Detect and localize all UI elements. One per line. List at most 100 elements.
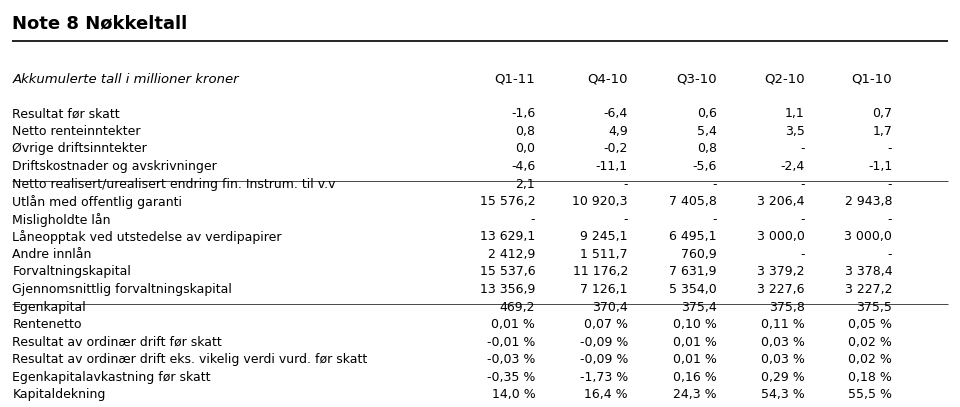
Text: 4,9: 4,9 (609, 125, 628, 138)
Text: Driftskostnader og avskrivninger: Driftskostnader og avskrivninger (12, 160, 217, 173)
Text: -2,4: -2,4 (780, 160, 804, 173)
Text: -1,6: -1,6 (511, 107, 536, 120)
Text: 54,3 %: 54,3 % (760, 388, 804, 401)
Text: 0,05 %: 0,05 % (849, 318, 893, 331)
Text: -0,03 %: -0,03 % (487, 353, 536, 366)
Text: Resultat før skatt: Resultat før skatt (12, 107, 120, 120)
Text: -: - (800, 213, 804, 226)
Text: 7 126,1: 7 126,1 (581, 283, 628, 296)
Text: 469,2: 469,2 (500, 300, 536, 313)
Text: Resultat av ordinær drift før skatt: Resultat av ordinær drift før skatt (12, 336, 222, 349)
Text: 760,9: 760,9 (681, 248, 717, 261)
Text: 0,03 %: 0,03 % (760, 336, 804, 349)
Text: Q3-10: Q3-10 (676, 72, 717, 85)
Text: Forvaltningskapital: Forvaltningskapital (12, 265, 132, 278)
Text: -: - (888, 248, 893, 261)
Text: -: - (800, 142, 804, 155)
Text: -: - (888, 177, 893, 190)
Text: 0,29 %: 0,29 % (760, 371, 804, 384)
Text: 0,01 %: 0,01 % (492, 318, 536, 331)
Text: 3 379,2: 3 379,2 (757, 265, 804, 278)
Text: Q4-10: Q4-10 (588, 72, 628, 85)
Text: 3 206,4: 3 206,4 (757, 195, 804, 208)
Text: Kapitaldekning: Kapitaldekning (12, 388, 106, 401)
Text: 1 511,7: 1 511,7 (580, 248, 628, 261)
Text: 0,01 %: 0,01 % (673, 336, 717, 349)
Text: -: - (623, 213, 628, 226)
Text: 9 245,1: 9 245,1 (581, 230, 628, 243)
Text: -: - (712, 177, 717, 190)
Text: 7 405,8: 7 405,8 (669, 195, 717, 208)
Text: 1,7: 1,7 (873, 125, 893, 138)
Text: 2,1: 2,1 (516, 177, 536, 190)
Text: 6 495,1: 6 495,1 (669, 230, 717, 243)
Text: 370,4: 370,4 (592, 300, 628, 313)
Text: -0,09 %: -0,09 % (580, 353, 628, 366)
Text: -0,01 %: -0,01 % (487, 336, 536, 349)
Text: -: - (623, 177, 628, 190)
Text: Øvrige driftsinntekter: Øvrige driftsinntekter (12, 142, 147, 155)
Text: 13 356,9: 13 356,9 (480, 283, 536, 296)
Text: 3 227,2: 3 227,2 (845, 283, 893, 296)
Text: -4,6: -4,6 (511, 160, 536, 173)
Text: Utlån med offentlig garanti: Utlån med offentlig garanti (12, 195, 182, 209)
Text: 15 537,6: 15 537,6 (480, 265, 536, 278)
Text: 0,0: 0,0 (516, 142, 536, 155)
Text: 3 000,0: 3 000,0 (845, 230, 893, 243)
Text: 375,4: 375,4 (681, 300, 717, 313)
Text: 15 576,2: 15 576,2 (480, 195, 536, 208)
Text: 0,7: 0,7 (873, 107, 893, 120)
Text: -1,73 %: -1,73 % (580, 371, 628, 384)
Text: Q2-10: Q2-10 (764, 72, 804, 85)
Text: 0,02 %: 0,02 % (849, 353, 893, 366)
Text: 0,07 %: 0,07 % (584, 318, 628, 331)
Text: Note 8 Nøkkeltall: Note 8 Nøkkeltall (12, 15, 187, 33)
Text: -0,2: -0,2 (604, 142, 628, 155)
Text: 5 354,0: 5 354,0 (669, 283, 717, 296)
Text: 3 378,4: 3 378,4 (845, 265, 893, 278)
Text: -: - (888, 142, 893, 155)
Text: 55,5 %: 55,5 % (849, 388, 893, 401)
Text: 16,4 %: 16,4 % (585, 388, 628, 401)
Text: 0,8: 0,8 (697, 142, 717, 155)
Text: 7 631,9: 7 631,9 (669, 265, 717, 278)
Text: 0,11 %: 0,11 % (760, 318, 804, 331)
Text: -0,09 %: -0,09 % (580, 336, 628, 349)
Text: 0,16 %: 0,16 % (673, 371, 717, 384)
Text: -6,4: -6,4 (604, 107, 628, 120)
Text: -0,35 %: -0,35 % (487, 371, 536, 384)
Text: 0,01 %: 0,01 % (673, 353, 717, 366)
Text: 375,5: 375,5 (856, 300, 893, 313)
Text: 0,8: 0,8 (516, 125, 536, 138)
Text: -: - (531, 213, 536, 226)
Text: Misligholdte lån: Misligholdte lån (12, 213, 110, 227)
Text: Q1-10: Q1-10 (852, 72, 893, 85)
Text: 0,10 %: 0,10 % (673, 318, 717, 331)
Text: -: - (800, 177, 804, 190)
Text: Egenkapitalavkastning før skatt: Egenkapitalavkastning før skatt (12, 371, 211, 384)
Text: 0,18 %: 0,18 % (849, 371, 893, 384)
Text: 3,5: 3,5 (784, 125, 804, 138)
Text: -11,1: -11,1 (596, 160, 628, 173)
Text: -1,1: -1,1 (868, 160, 893, 173)
Text: 13 629,1: 13 629,1 (480, 230, 536, 243)
Text: -: - (800, 248, 804, 261)
Text: 5,4: 5,4 (697, 125, 717, 138)
Text: 0,6: 0,6 (697, 107, 717, 120)
Text: Netto renteinntekter: Netto renteinntekter (12, 125, 141, 138)
Text: Låneopptak ved utstedelse av verdipapirer: Låneopptak ved utstedelse av verdipapire… (12, 230, 282, 244)
Text: Netto realisert/urealisert endring fin. Instrum. til v.v: Netto realisert/urealisert endring fin. … (12, 177, 336, 190)
Text: Andre innlån: Andre innlån (12, 248, 92, 261)
Text: 10 920,3: 10 920,3 (572, 195, 628, 208)
Text: 3 000,0: 3 000,0 (756, 230, 804, 243)
Text: 14,0 %: 14,0 % (492, 388, 536, 401)
Text: Rentenetto: Rentenetto (12, 318, 82, 331)
Text: 2 412,9: 2 412,9 (488, 248, 536, 261)
Text: Gjennomsnittlig forvaltningskapital: Gjennomsnittlig forvaltningskapital (12, 283, 232, 296)
Text: Q1-11: Q1-11 (494, 72, 536, 85)
Text: 375,8: 375,8 (769, 300, 804, 313)
Text: -: - (712, 213, 717, 226)
Text: 3 227,6: 3 227,6 (757, 283, 804, 296)
Text: Akkumulerte tall i millioner kroner: Akkumulerte tall i millioner kroner (12, 72, 239, 85)
Text: 0,02 %: 0,02 % (849, 336, 893, 349)
